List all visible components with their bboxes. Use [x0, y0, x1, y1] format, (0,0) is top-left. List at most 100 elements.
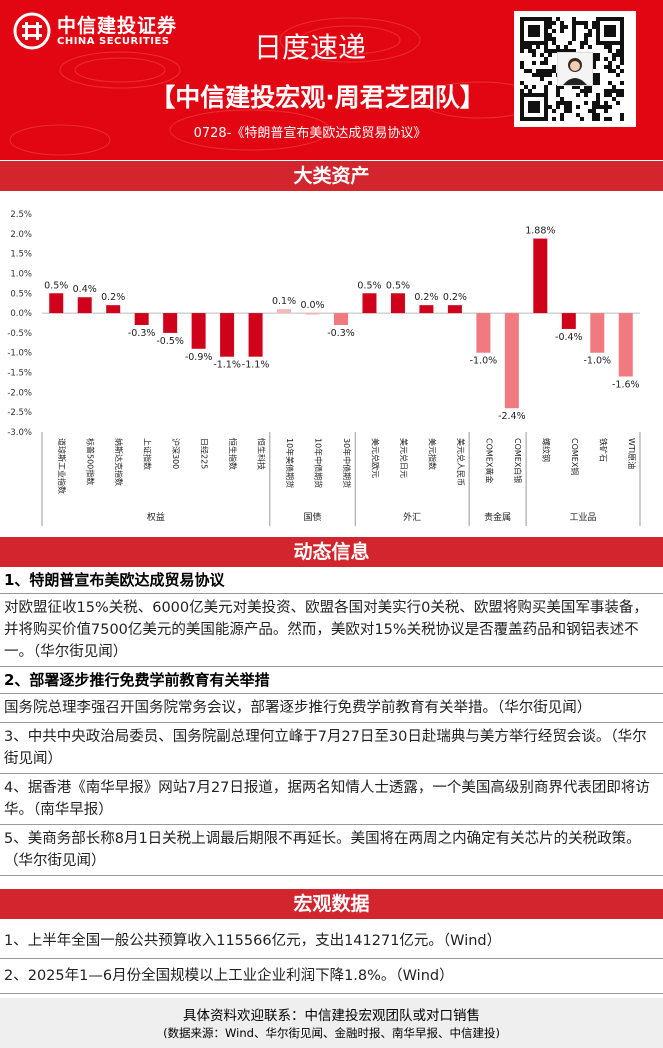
bar-data-label: -0.9% — [185, 352, 213, 363]
bar-data-label: -1.0% — [583, 356, 611, 367]
news-item: 5、美商务部长称8月1日关税上调最后期限不再延长。美国将在两周之内确定有关芯片的… — [0, 825, 663, 876]
group-label: 工业品 — [570, 512, 597, 523]
macro-item: 2、2025年1—6月份全国规模以上工业企业利润下降1.8%。（Wind） — [0, 959, 663, 994]
bar-data-label: -1.1% — [242, 360, 270, 371]
wave-pattern-decoration — [9, 17, 541, 156]
category-label: 10年美债期货 — [285, 438, 295, 488]
bar-data-label: -0.5% — [156, 336, 184, 347]
bar-data-label: 0.4% — [73, 284, 97, 295]
bar-data-label: -0.3% — [327, 328, 355, 339]
category-label: 10年中债期货 — [314, 438, 324, 488]
bar — [362, 293, 377, 314]
group-label: 外汇 — [403, 511, 421, 523]
y-tick-label: -1.5% — [7, 369, 32, 379]
category-label: 铁矿石 — [598, 438, 608, 462]
bar — [447, 305, 462, 314]
asset-returns-bar-chart: 2.5% 2.0% 1.5% 1.0% 0.5% 0.0% -0.5% -1.0% -1.5% -… — [7, 210, 641, 526]
news-headline: 2、部署逐步推行免费学前教育有关举措 — [0, 667, 663, 694]
macro-item: 1、上半年全国一般公共预算收入115566亿元，支出141271亿元。（Wind… — [0, 924, 663, 959]
y-tick-label: 2.5% — [10, 210, 32, 220]
section-title-macro: 宏观数据 — [0, 889, 663, 919]
bar — [134, 313, 149, 325]
bar-data-label: 0.5% — [357, 280, 381, 291]
section-title-assets: 大类资产 — [0, 161, 663, 191]
y-tick-label: -1.0% — [7, 349, 32, 359]
bar-data-label: 0.2% — [101, 292, 125, 303]
bar — [248, 313, 263, 357]
page-title: 日度速递 — [253, 31, 366, 64]
qr-code[interactable] — [514, 11, 636, 127]
y-tick-label: -2.5% — [7, 408, 32, 418]
bar — [618, 313, 633, 377]
footer-contact: 具体资料欢迎联系：中信建投宏观团队或对口销售 — [183, 1008, 480, 1024]
bar-data-label: 0.5% — [386, 280, 410, 291]
category-label: 恒生科技 — [257, 438, 267, 470]
category-label: 标普500指数 — [86, 438, 96, 485]
category-label: 日经225 — [200, 438, 210, 469]
y-tick-label: 2.0% — [10, 230, 32, 240]
bar — [277, 309, 292, 314]
news-list: 1、特朗普宣布美欧达成贸易协议 对欧盟征收15%关税、6000亿美元对美投资、欧… — [0, 567, 663, 876]
bar-data-label: -0.4% — [555, 332, 583, 343]
y-tick-label: -3.0% — [7, 428, 32, 438]
bar-data-label: 0.5% — [44, 280, 68, 291]
bar — [419, 305, 434, 314]
category-label: 道琼斯工业指数 — [57, 438, 67, 494]
bar — [77, 297, 92, 314]
macro-data-list: 1、上半年全国一般公共预算收入115566亿元，支出141271亿元。（Wind… — [0, 924, 663, 994]
bar — [561, 313, 576, 329]
bar — [191, 313, 206, 349]
news-body: 对欧盟征收15%关税、6000亿美元对美投资、欧盟各国对美实行0关税、欧盟将购买… — [0, 594, 663, 667]
y-tick-label: 0.5% — [10, 289, 32, 299]
news-item: 3、中共中央政治局委员、国务院副总理何立峰于7月27日至30日赴瑞典与美方举行经… — [0, 723, 663, 774]
category-label: WTI原油 — [627, 438, 637, 469]
news-item: 1、特朗普宣布美欧达成贸易协议 对欧盟征收15%关税、6000亿美元对美投资、欧… — [0, 567, 663, 667]
category-label: 美元兑欧元 — [370, 438, 380, 478]
news-item: 4、据香港《南华早报》网站7月27日报道，据两名知情人士透露，一个美国高级别商界… — [0, 774, 663, 825]
group-label: 国债 — [304, 511, 322, 523]
bar — [220, 313, 235, 357]
bar — [49, 293, 64, 314]
category-label: 美元指数 — [427, 438, 437, 470]
news-body: 国务院总理李强召开国务院常务会议，部署逐步推行免费学前教育有关举措。（华尔街见闻… — [0, 694, 663, 723]
y-tick-label: -0.5% — [7, 329, 32, 339]
team-name: 【中信建投宏观·周君芝团队】 — [150, 83, 485, 112]
group-label: 权益 — [147, 511, 165, 523]
bar — [163, 313, 178, 333]
bar — [106, 305, 121, 314]
bar — [504, 313, 519, 409]
bar-data-label: -0.3% — [128, 328, 156, 339]
category-label: 沪深300 — [171, 438, 181, 469]
bar-data-label: 0.0% — [300, 300, 324, 311]
bar — [533, 238, 548, 314]
bar-data-label: 1.88% — [525, 226, 555, 237]
bar — [305, 313, 320, 315]
y-tick-label: 1.0% — [10, 269, 32, 279]
qr-code-icon — [520, 17, 624, 121]
category-label: 美元兑人民币 — [456, 438, 466, 486]
category-label: COMEX铜 — [570, 438, 580, 475]
category-label: 恒生指数 — [228, 438, 238, 470]
news-item: 2、部署逐步推行免费学前教育有关举措 国务院总理李强召开国务院常务会议，部署逐步… — [0, 667, 663, 723]
bar-data-label: -1.0% — [470, 356, 498, 367]
category-label: 美元兑日元 — [399, 438, 409, 478]
bar-data-label: -1.1% — [213, 360, 241, 371]
bar-data-label: -2.4% — [498, 411, 526, 422]
section-title-news: 动态信息 — [0, 537, 663, 567]
bar-data-label: 0.2% — [414, 292, 438, 303]
footer: 具体资料欢迎联系：中信建投宏观团队或对口销售 (数据来源：Wind、华尔街见闻、… — [0, 998, 663, 1048]
header-banner: 中信建投证券 CHINA SECURITIES 日度速递 【中信建投宏观·周君芝… — [0, 0, 663, 160]
logo-text-cn: 中信建投证券 — [57, 15, 178, 37]
news-headline: 1、特朗普宣布美欧达成贸易协议 — [0, 567, 663, 594]
y-tick-label: 0.0% — [10, 309, 32, 319]
y-tick-label: 1.5% — [10, 250, 32, 260]
category-label: 30年中债期货 — [342, 438, 352, 488]
bar — [390, 293, 405, 314]
category-label: 上证指数 — [143, 438, 153, 470]
bar — [334, 313, 348, 325]
category-label: 螺纹钢 — [541, 438, 551, 462]
bar — [590, 313, 605, 353]
group-label: 贵金属 — [484, 511, 511, 523]
bar-data-label: 0.2% — [443, 292, 467, 303]
category-label: 纳斯达克指数 — [114, 438, 124, 486]
